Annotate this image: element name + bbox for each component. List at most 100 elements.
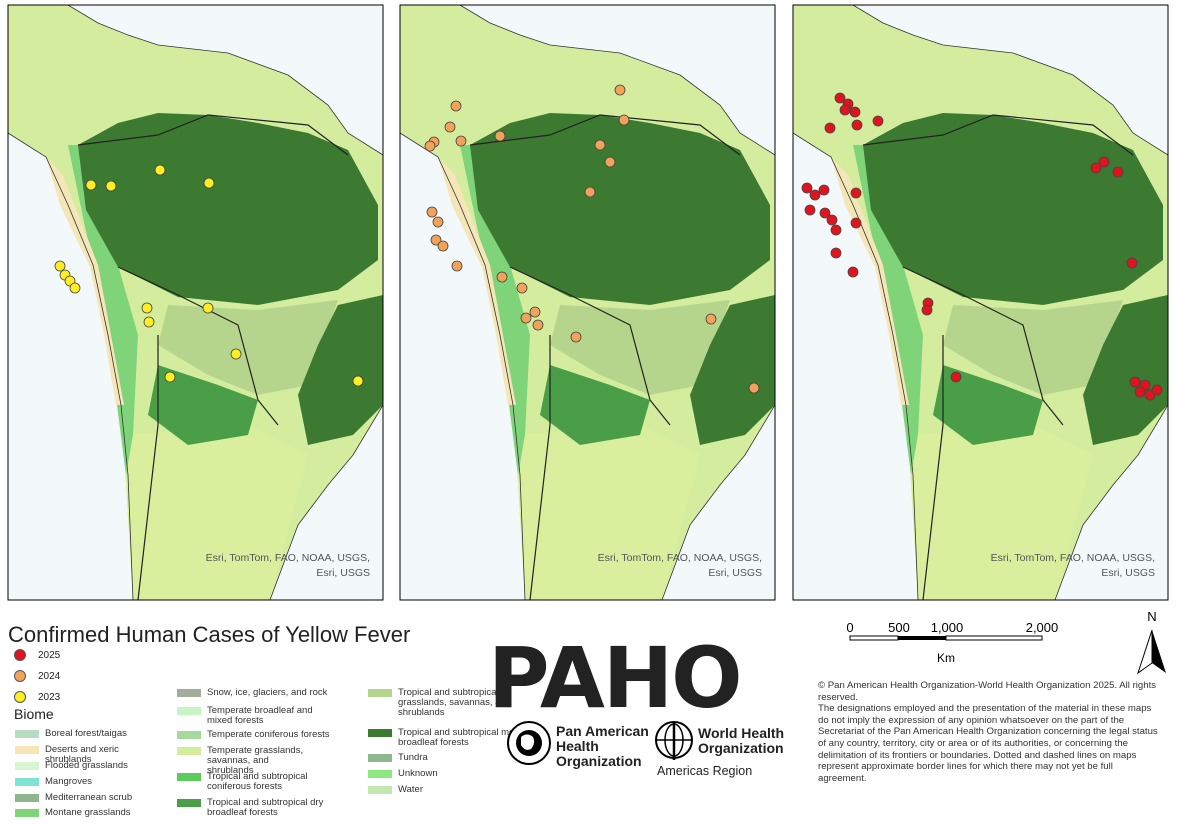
atlantic-forest	[1083, 295, 1168, 445]
case-point	[614, 84, 626, 96]
biome-swatch	[368, 770, 392, 778]
case-point	[426, 206, 438, 218]
biome-label: Tropical and subtropical grasslands, sav…	[398, 687, 512, 718]
grassland-south	[515, 425, 700, 600]
case-point	[529, 306, 541, 318]
case-point	[424, 140, 436, 152]
case-point	[849, 106, 861, 118]
map-panel: Esri, TomTom, FAO, NOAA, USGS, Esri, USGS	[399, 4, 776, 601]
biome-item: Tropical and subtropical dry broadleaf f…	[177, 798, 327, 818]
biome-swatch	[177, 747, 201, 755]
disclaimer-paragraph: The designations employed and the presen…	[818, 703, 1158, 784]
biome-swatch	[15, 809, 39, 817]
coast-outline	[8, 5, 383, 600]
paho-name-line: Organization	[556, 753, 642, 769]
case-point	[618, 114, 630, 126]
case-point	[950, 371, 962, 383]
case-point	[804, 204, 816, 216]
border	[77, 114, 349, 156]
year-symbol	[14, 670, 26, 682]
case-point	[143, 316, 155, 328]
biome-item: Boreal forest/taigas	[15, 729, 165, 739]
year-item: 2024	[14, 670, 60, 682]
biome-label: Tropical and subtropical moist broadleaf…	[398, 727, 524, 748]
biome-item: Deserts and xeric shrublands	[15, 745, 165, 765]
grassland-south	[908, 425, 1093, 600]
biome-item: Unknown	[368, 769, 518, 779]
map-panel: Esri, TomTom, FAO, NOAA, USGS, Esri, USGS	[7, 4, 384, 601]
biome-item: Temperate coniferous forests	[177, 730, 342, 740]
biome-item: Tropical and subtropical moist broadleaf…	[368, 728, 533, 748]
biome-swatch	[177, 731, 201, 739]
case-point	[455, 135, 467, 147]
biome-item: Mangroves	[15, 777, 165, 787]
case-point	[1098, 156, 1110, 168]
case-point	[830, 224, 842, 236]
case-point	[1112, 166, 1124, 178]
scale-bar: 0 500 1,000 2,000 Km	[846, 620, 1058, 665]
cerrado	[158, 300, 338, 395]
attribution: Esri, USGS	[708, 567, 762, 579]
amazon	[470, 113, 770, 305]
case-point	[850, 217, 862, 229]
map-layers	[8, 5, 383, 600]
biome-label: Temperate grasslands, savannas, and shru…	[207, 745, 304, 776]
biome-swatch	[177, 689, 201, 697]
paho-logo: PAHO	[488, 629, 743, 727]
border	[862, 114, 1134, 156]
who-region: Americas Region	[657, 764, 753, 778]
legend-title: Confirmed Human Cases of Yellow Fever	[8, 622, 411, 647]
year-label: 2023	[38, 691, 61, 703]
atlantic-forest	[298, 295, 383, 445]
case-point	[921, 304, 933, 316]
biome-swatch	[177, 707, 201, 715]
scale-segment	[849, 635, 899, 641]
panel-frame	[7, 4, 384, 601]
case-point	[801, 182, 813, 194]
case-point	[818, 184, 830, 196]
case-point	[532, 319, 544, 331]
case-point	[872, 115, 884, 127]
case-point	[494, 130, 506, 142]
biome-item: Temperate broadleaf and mixed forests	[177, 706, 337, 726]
biome-item: Water	[368, 785, 518, 795]
biome-item: Tropical and subtropical coniferous fore…	[177, 772, 342, 792]
border	[117, 266, 279, 426]
biome-label: Water	[398, 784, 423, 795]
biome-swatch	[177, 773, 201, 781]
north-arrow: N	[1137, 609, 1166, 675]
biome-item: Temperate grasslands, savannas, and shru…	[177, 746, 317, 776]
case-point	[830, 247, 842, 259]
biome-swatch	[368, 754, 392, 762]
case-point	[430, 234, 442, 246]
year-item: 2023	[14, 691, 60, 703]
scale-label: 2,000	[1026, 620, 1059, 635]
biome-item: Mediterranean scrub	[15, 793, 165, 803]
biome-item: Snow, ice, glaciers, and rock	[177, 688, 342, 698]
who-name-line: Organization	[698, 740, 784, 756]
biome-swatch	[15, 762, 39, 770]
amazon	[863, 113, 1163, 305]
biome-label: Tundra	[398, 752, 428, 763]
attribution: Esri, USGS	[1101, 567, 1155, 579]
biome-swatch	[368, 689, 392, 697]
cerrado	[550, 300, 730, 395]
biome-heading: Biome	[14, 706, 54, 722]
disclaimer-paragraph: © Pan American Health Organization-World…	[818, 680, 1157, 703]
map-layers	[400, 5, 775, 600]
year-label: 2025	[38, 649, 61, 661]
panel-frame	[792, 4, 1169, 601]
case-point	[851, 119, 863, 131]
case-point	[850, 187, 862, 199]
chaco	[933, 365, 1043, 445]
case-point	[432, 216, 444, 228]
biome-swatch	[15, 746, 39, 754]
case-point	[1151, 384, 1163, 396]
biome-swatch	[177, 799, 201, 807]
case-point	[604, 156, 616, 168]
case-point	[437, 240, 449, 252]
biome-swatch	[368, 729, 392, 737]
biome-item: Montane grasslands	[15, 808, 165, 818]
grassland-south	[123, 425, 308, 600]
